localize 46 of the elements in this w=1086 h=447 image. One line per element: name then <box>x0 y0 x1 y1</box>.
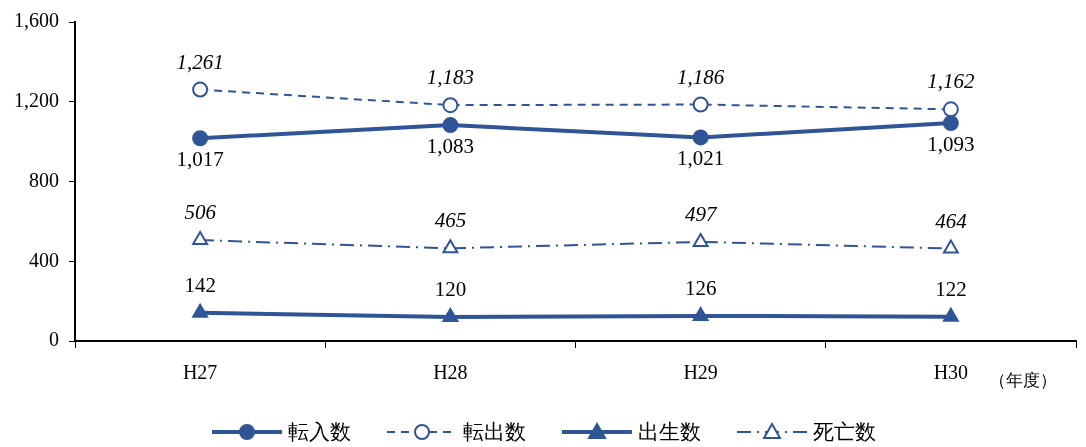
data-label: 1,017 <box>176 147 224 172</box>
legend-label: 転出数 <box>463 419 526 446</box>
point <box>942 101 959 118</box>
point <box>192 130 209 147</box>
data-label: 126 <box>684 275 717 300</box>
point <box>442 308 459 323</box>
legend-label: 死亡数 <box>813 419 876 446</box>
data-label: 1,261 <box>176 49 224 74</box>
legend-label: 出生数 <box>638 419 701 446</box>
x-tick-label: H30 <box>933 361 969 384</box>
y-tick-label: 400 <box>29 248 59 271</box>
data-label: 1,186 <box>677 64 725 89</box>
point <box>442 239 459 254</box>
y-tick-label: 0 <box>49 328 59 351</box>
x-tick-label: H27 <box>182 361 218 384</box>
point <box>692 232 709 247</box>
data-label: 1,183 <box>426 65 474 90</box>
y-tick-label: 800 <box>29 168 59 191</box>
data-label: 1,093 <box>927 132 975 157</box>
point <box>692 96 709 113</box>
data-label: 497 <box>684 201 718 226</box>
data-label: 1,162 <box>927 69 975 94</box>
point <box>442 97 459 114</box>
data-label: 142 <box>184 272 216 297</box>
point <box>192 81 209 98</box>
point <box>942 239 959 254</box>
data-label: 464 <box>935 208 968 233</box>
legend-label: 転入数 <box>288 419 351 446</box>
point <box>942 307 959 322</box>
data-label: 120 <box>434 277 467 302</box>
x-axis-title: （年度） <box>988 370 1057 391</box>
data-label: 465 <box>434 208 467 233</box>
point <box>192 231 209 246</box>
point <box>692 129 709 146</box>
data-label: 506 <box>184 200 217 225</box>
data-label: 1,083 <box>426 134 474 159</box>
x-tick-label: H29 <box>683 361 718 384</box>
point <box>942 115 959 132</box>
y-tick-label: 1,200 <box>14 89 59 111</box>
point <box>692 306 709 321</box>
data-label: 1,021 <box>677 146 725 171</box>
data-label: 122 <box>935 276 967 301</box>
y-tick-label: 1,600 <box>14 9 59 32</box>
point <box>192 303 209 318</box>
x-tick-label: H28 <box>433 361 468 384</box>
point <box>442 117 459 134</box>
